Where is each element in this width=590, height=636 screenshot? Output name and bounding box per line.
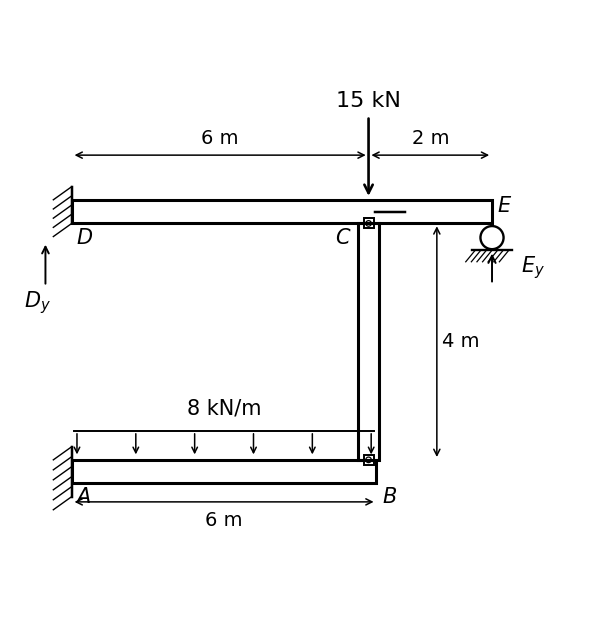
Text: $D_y$: $D_y$ — [24, 289, 51, 316]
Text: $B$: $B$ — [382, 487, 397, 507]
Text: $A$: $A$ — [75, 487, 91, 507]
Text: 15 kN: 15 kN — [336, 91, 401, 111]
Text: 4 m: 4 m — [442, 332, 479, 351]
Text: 2 m: 2 m — [412, 129, 449, 148]
Text: $E$: $E$ — [497, 197, 513, 216]
Text: 8 kN/m: 8 kN/m — [187, 399, 261, 419]
Text: 6 m: 6 m — [201, 129, 239, 148]
Text: 6 m: 6 m — [205, 511, 243, 530]
Text: $C$: $C$ — [335, 228, 352, 247]
Text: $E_y$: $E_y$ — [521, 254, 545, 280]
Text: $D$: $D$ — [76, 228, 93, 247]
